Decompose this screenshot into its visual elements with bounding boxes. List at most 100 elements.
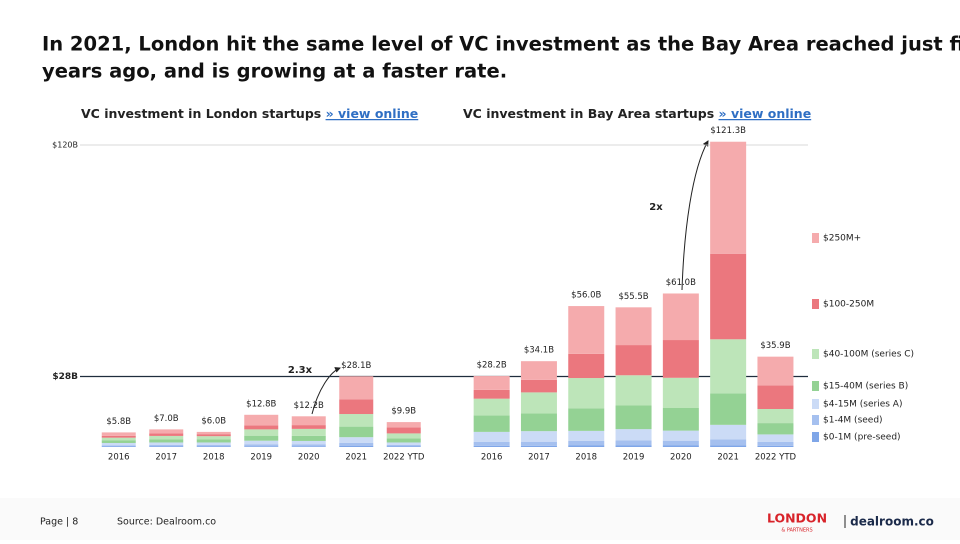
bar-segment	[662, 445, 699, 447]
bar-segment	[615, 405, 652, 430]
x-tick-label: 2016	[481, 453, 503, 463]
bar-segment	[386, 427, 421, 434]
value-label: $28.2B	[477, 361, 507, 371]
bar-segment	[339, 437, 374, 443]
x-tick-label: 2019	[623, 453, 645, 463]
bar-segment	[757, 441, 794, 446]
source: Source: Dealroom.co	[117, 517, 216, 528]
bar-segment	[149, 429, 184, 434]
bar-segment	[568, 430, 605, 441]
bar-segment	[710, 393, 747, 425]
x-tick-label: 2022 YTD	[383, 453, 425, 463]
bar-segment	[291, 416, 326, 426]
legend-swatch	[812, 299, 819, 309]
bar-segment	[101, 442, 136, 446]
bar-segment	[757, 385, 794, 409]
value-label: $5.8B	[106, 417, 131, 427]
bar-segment	[662, 377, 699, 408]
y-tick-label: $28B	[52, 372, 78, 382]
bar-segment	[196, 436, 231, 440]
bar-segment	[386, 444, 421, 447]
legend-swatch	[812, 381, 819, 391]
link[interactable]: » view online	[719, 106, 812, 121]
bar-segment	[568, 378, 605, 409]
bar-segment	[473, 441, 510, 446]
bar-segment	[473, 389, 510, 399]
bar-segment	[149, 435, 184, 440]
bar-segment	[149, 433, 184, 436]
bar-segment	[473, 431, 510, 442]
logo-sub: & PARTNERS	[781, 528, 812, 534]
bar-segment	[101, 435, 136, 438]
bar-segment	[473, 415, 510, 432]
bar-segment	[149, 446, 184, 447]
legend-swatch	[812, 399, 819, 409]
bar-segment	[520, 441, 557, 446]
annotation: 2.3x	[288, 365, 313, 376]
value-label: $35.9B	[760, 341, 790, 351]
bar-segment	[196, 446, 231, 447]
bar-segment	[662, 340, 699, 378]
bar-segment	[244, 446, 279, 447]
bar-segment	[710, 445, 747, 447]
bar-segment	[568, 445, 605, 447]
bar-segment	[149, 439, 184, 443]
bar-segment	[149, 442, 184, 445]
bar-segment	[710, 253, 747, 340]
value-label: $12.8B	[246, 399, 276, 409]
x-tick-label: 2016	[108, 453, 130, 463]
bar-segment	[473, 445, 510, 447]
legend-swatch	[812, 233, 819, 243]
bar-segment	[196, 439, 231, 443]
logo: LONDON	[767, 511, 827, 526]
bar-segment	[520, 392, 557, 414]
value-label: $56.0B	[571, 291, 601, 301]
bar-segment	[291, 440, 326, 445]
bar-segment	[757, 356, 794, 386]
bar-segment	[386, 442, 421, 445]
bar-segment	[339, 414, 374, 427]
legend-label: $15-40M (series B)	[823, 382, 908, 392]
bar-segment	[615, 440, 652, 446]
bar-segment	[291, 444, 326, 447]
legend-label: $100-250M	[823, 300, 874, 310]
bar-segment	[291, 435, 326, 441]
link[interactable]: » view online	[326, 106, 419, 121]
bar-segment	[757, 423, 794, 435]
bar-segment	[615, 307, 652, 346]
bar-segment	[291, 428, 326, 436]
bar-segment	[615, 429, 652, 441]
bar-segment	[662, 293, 699, 341]
bar-segment	[520, 445, 557, 447]
bar-segment	[101, 446, 136, 447]
value-label: $6.0B	[201, 416, 226, 426]
legend-swatch	[812, 349, 819, 359]
bar-segment	[244, 440, 279, 445]
bar-segment	[101, 437, 136, 441]
bar-segment	[520, 431, 557, 442]
arrow	[681, 140, 709, 291]
legend-label: $0-1M (pre-seed)	[823, 433, 901, 443]
bar-segment	[339, 426, 374, 438]
bar-segment	[662, 430, 699, 441]
headline: years ago, and is growing at a faster ra…	[42, 60, 507, 83]
bar-segment	[101, 432, 136, 436]
bar-segment	[757, 408, 794, 424]
legend-label: $40-100M (series C)	[823, 350, 914, 360]
x-tick-label: 2020	[298, 453, 320, 463]
bar-segment	[244, 429, 279, 436]
x-tick-label: 2019	[250, 453, 272, 463]
legend-label: $250M+	[823, 234, 861, 244]
chart-title: VC investment in London startups » view …	[81, 106, 418, 121]
bar-segment	[710, 439, 747, 446]
y-tick-label: $120B	[52, 141, 78, 150]
value-label: $7.0B	[154, 414, 179, 424]
bar-segment	[101, 440, 136, 443]
partner-logo: dealroom.co	[850, 515, 934, 529]
bar-segment	[196, 431, 231, 435]
bar-segment	[473, 376, 510, 390]
bar-segment	[291, 425, 326, 429]
bar-segment	[339, 445, 374, 447]
value-label: $9.9B	[391, 407, 416, 417]
